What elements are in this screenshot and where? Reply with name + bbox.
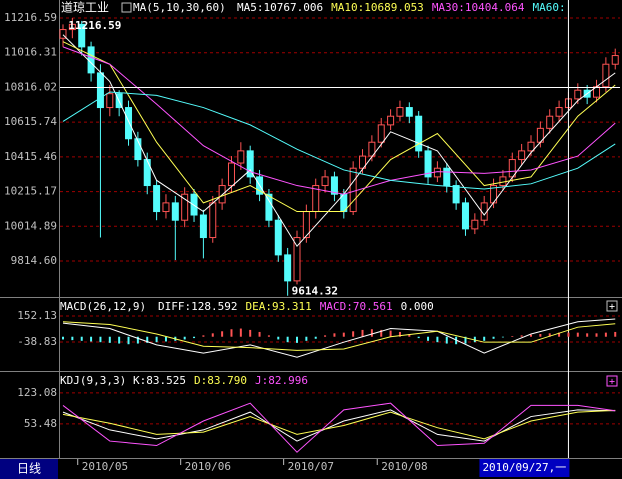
legend-entry: D:83.790 [194,374,247,387]
candle-body [106,93,114,109]
indicator-label: MACD(26,12,9) [60,300,146,313]
legend-entry: MA60: [533,1,566,14]
period-box[interactable] [0,459,58,479]
indicator-line [62,409,616,442]
x-tick-label: 2010/08 [381,460,427,473]
legend-entry: MA30:10404.064 [432,1,525,14]
cursor-date: 2010/09/27,一 [482,461,566,474]
candle-body [424,150,432,178]
legend-entry: K:83.525 [133,374,186,387]
candle-body [143,159,151,187]
candle-body [377,124,385,143]
candle-body [59,29,67,39]
candle-body [387,115,395,126]
candle-body [274,219,282,256]
y-tick-label: 10215.17 [4,185,57,198]
candle-body [227,162,235,187]
y-tick-label: 123.08 [17,386,57,399]
expand-button[interactable] [606,375,618,387]
indicator-line [62,402,616,453]
candle-body [284,254,292,282]
indicator-line [62,41,616,213]
y-tick-label: 53.48 [24,417,57,430]
expand-button[interactable] [606,300,618,312]
cursor-date-box [479,459,570,477]
candle-body [396,107,404,117]
candle-body [237,150,245,164]
candle-body [96,72,104,109]
x-tick-label: 2010/06 [185,460,231,473]
y-tick-label: 11016.31 [4,46,57,59]
candle-body [209,202,217,239]
candle-body [527,141,535,152]
indicator-line [62,321,616,351]
candle-body [555,107,563,117]
candle-body [574,89,582,100]
candle-body [518,150,526,161]
y-tick-label: -38.83 [17,335,57,348]
candle-body [293,237,301,282]
y-tick-label: 9814.60 [11,254,57,267]
candle-body [134,138,142,161]
candle-body [68,23,76,31]
x-tick-label: 2010/05 [82,460,128,473]
indicator-label: MA(5,10,30,60) [133,1,226,14]
indicator-icon [121,2,132,13]
candle-body [443,167,451,187]
indicator-line [62,91,616,190]
candle-body [162,202,170,213]
candle-body [461,202,469,230]
low-label: 9614.32 [292,285,338,298]
candle-body [415,115,423,152]
candle-body [471,219,479,230]
candle-body [78,23,86,48]
legend-entry: DIFF:128.592 [158,300,237,313]
candle-body [546,115,554,129]
candle-body [171,202,179,221]
candle-body [349,167,357,213]
candle-body [602,63,610,88]
candle-body [153,185,161,213]
legend-entry: MA5:10767.006 [237,1,323,14]
candle-body [452,185,460,204]
candle-body [321,176,329,187]
candle-body [190,193,198,216]
candle-body [246,150,254,178]
candle-body [87,46,95,74]
candle-body [125,107,133,140]
candle-body [218,185,226,204]
high-label: 11216.59 [68,19,121,32]
candle-body [199,214,207,239]
candle-body [359,155,367,169]
y-tick-label: 10415.46 [4,150,57,163]
y-tick-label: 10615.74 [4,115,57,128]
indicator-label: KDJ(9,3,3) [60,374,126,387]
y-tick-label: 10014.89 [4,219,57,232]
candle-body [611,55,619,65]
candle-body [181,193,189,221]
y-tick-label: 11216.59 [4,11,57,24]
y-tick-label: 10816.02 [4,80,57,93]
x-tick-label: 2010/07 [288,460,334,473]
period-label[interactable]: 日线 [17,462,41,476]
indicator-line [62,318,616,358]
expand-icon[interactable]: + [609,302,615,313]
indicator-line [62,409,616,440]
expand-icon[interactable]: + [609,377,615,388]
candle-body [265,193,273,221]
indicator-line [62,46,616,195]
y-tick-label: 152.13 [17,309,57,322]
legend-entry: DEA:93.311 [245,300,311,313]
candle-body [330,176,338,195]
legend-entry: MACD:70.561 [320,300,393,313]
legend-entry: MA10:10689.053 [331,1,424,14]
candle-body [405,107,413,117]
legend-entry: J:82.996 [255,374,308,387]
chart-title: 道琼工业 [61,0,109,15]
zero-label: 0.000 [401,300,434,313]
